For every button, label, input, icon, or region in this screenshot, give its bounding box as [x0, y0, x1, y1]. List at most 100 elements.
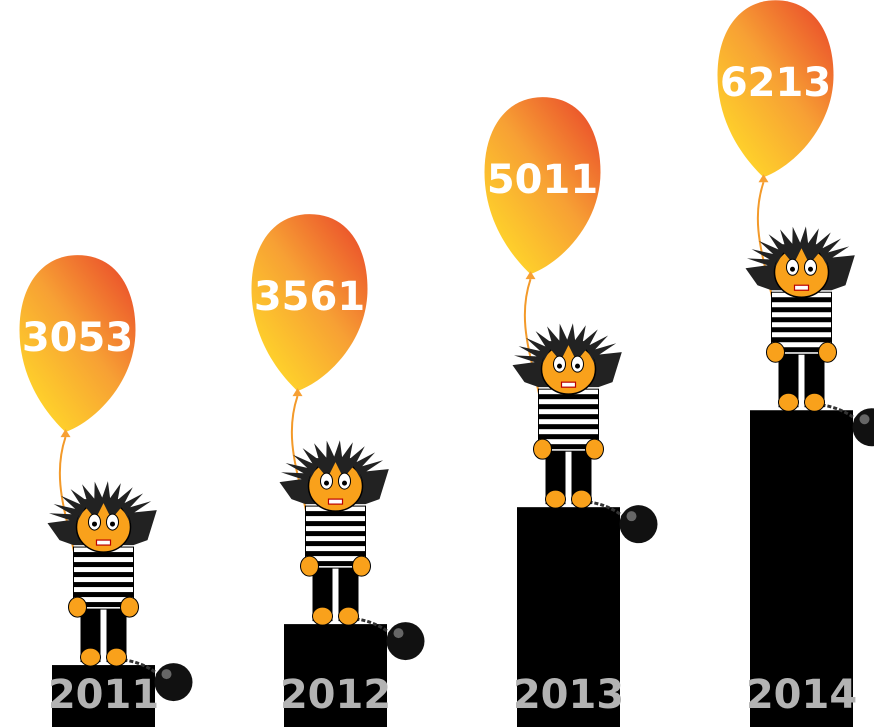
- x-tick-label: 2013: [513, 672, 624, 718]
- stripe: [538, 404, 599, 410]
- foot: [778, 392, 799, 412]
- stripe: [73, 592, 134, 598]
- foot: [338, 606, 359, 626]
- leg: [778, 352, 799, 408]
- ball: [386, 622, 425, 661]
- balloon: [251, 214, 368, 392]
- stripe: [538, 424, 599, 430]
- leg: [571, 449, 592, 505]
- leg: [80, 607, 101, 663]
- balloon-knot: [758, 174, 769, 183]
- x-tick-label: 2012: [280, 672, 391, 718]
- hand: [300, 555, 319, 577]
- ball: [154, 663, 193, 702]
- pupil: [110, 521, 115, 527]
- stripe: [771, 317, 832, 323]
- foot: [571, 489, 592, 509]
- hand: [533, 438, 552, 460]
- shirt: [538, 388, 599, 452]
- balloon: [717, 0, 834, 178]
- hand: [120, 596, 139, 618]
- stripe: [305, 541, 366, 547]
- stripe: [73, 552, 134, 558]
- ball-shine: [161, 669, 172, 680]
- pupil: [790, 266, 795, 272]
- bar: [517, 507, 620, 727]
- stripe: [305, 561, 366, 567]
- shirt: [305, 505, 366, 569]
- stripe: [771, 307, 832, 313]
- balloon: [484, 97, 601, 275]
- pupil: [324, 480, 329, 486]
- mouth: [560, 381, 577, 388]
- foot: [80, 647, 101, 667]
- stripe: [305, 521, 366, 527]
- hand: [766, 341, 785, 363]
- ball-shine: [859, 414, 870, 425]
- bar: [284, 624, 387, 727]
- prisoner: [512, 323, 658, 544]
- foot: [804, 392, 825, 412]
- stripe: [305, 551, 366, 557]
- leg: [106, 607, 127, 663]
- pupil: [342, 480, 347, 486]
- x-tick-label: 2014: [746, 672, 857, 718]
- stripe: [73, 602, 134, 608]
- leg: [312, 566, 333, 622]
- mouth: [327, 498, 344, 505]
- pupil: [557, 363, 562, 369]
- pupil: [575, 363, 580, 369]
- shirt: [73, 546, 134, 610]
- shirt: [771, 291, 832, 355]
- mouth: [95, 539, 112, 546]
- stripe: [771, 337, 832, 343]
- leg: [338, 566, 359, 622]
- value-label: 6213: [720, 60, 831, 106]
- stripe: [305, 511, 366, 517]
- stripe: [73, 562, 134, 568]
- hand: [352, 555, 371, 577]
- ball: [619, 505, 658, 544]
- stripe: [771, 327, 832, 333]
- pupil: [808, 266, 813, 272]
- x-tick-label: 2011: [48, 672, 159, 718]
- balloon-knot: [292, 388, 303, 397]
- fringe: [541, 341, 596, 366]
- stripe: [538, 394, 599, 400]
- stripe: [538, 434, 599, 440]
- value-label: 3053: [22, 315, 133, 361]
- hand: [68, 596, 87, 618]
- pupil: [92, 521, 97, 527]
- prisoner: [47, 481, 193, 702]
- stripe: [73, 572, 134, 578]
- hand: [585, 438, 604, 460]
- balloon-knot: [525, 271, 536, 280]
- ball: [852, 408, 874, 447]
- leg: [804, 352, 825, 408]
- prisoner: [745, 226, 874, 447]
- balloon: [19, 255, 136, 433]
- foot: [106, 647, 127, 667]
- stripe: [73, 582, 134, 588]
- foot: [545, 489, 566, 509]
- fringe: [76, 499, 131, 524]
- stripe: [771, 347, 832, 353]
- bar: [750, 410, 853, 727]
- leg: [545, 449, 566, 505]
- stripe: [305, 531, 366, 537]
- value-label: 5011: [487, 157, 598, 203]
- ball-shine: [626, 511, 637, 522]
- stripe: [771, 297, 832, 303]
- foot: [312, 606, 333, 626]
- value-label: 3561: [254, 274, 365, 320]
- mouth: [793, 284, 810, 291]
- ball-shine: [393, 628, 404, 639]
- prisoner: [279, 440, 425, 661]
- fringe: [308, 458, 363, 483]
- fringe: [774, 244, 829, 269]
- hand: [818, 341, 837, 363]
- stripe: [538, 444, 599, 450]
- stripe: [538, 414, 599, 420]
- balloon-knot: [60, 429, 71, 438]
